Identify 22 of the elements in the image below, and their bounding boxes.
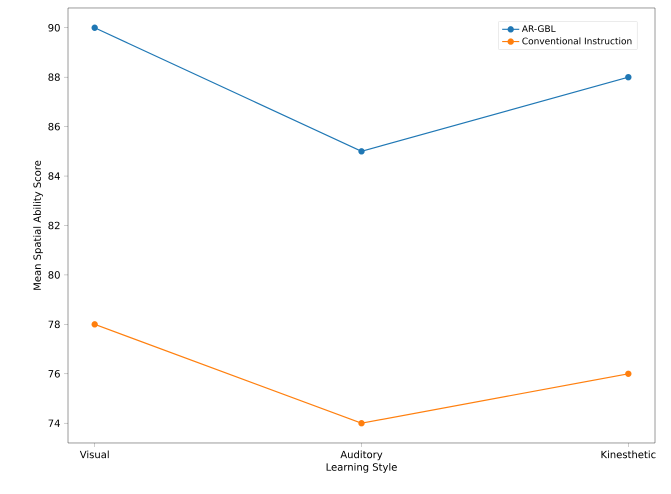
y-tick-label: 74 xyxy=(48,420,60,427)
point xyxy=(91,24,98,31)
y-tick-label: 88 xyxy=(48,73,60,81)
legend-label: Conventional Instruction xyxy=(522,37,632,44)
y-tick-label: 82 xyxy=(48,222,60,230)
y-tick-label: 86 xyxy=(48,122,60,130)
point xyxy=(625,370,632,377)
y-tick-label: 78 xyxy=(48,320,60,328)
legend-label: AR-GBL xyxy=(522,25,556,32)
y-tick-label: 90 xyxy=(48,24,60,32)
point xyxy=(91,321,98,328)
point xyxy=(358,420,365,426)
y-tick-label: 84 xyxy=(48,172,60,180)
x-tick-label: Auditory xyxy=(340,450,382,460)
y-tick-label: 80 xyxy=(48,271,60,279)
y-axis-title: Mean Spatial Ability Score xyxy=(33,160,43,290)
x-tick-label: Kinesthetic xyxy=(601,450,656,458)
x-axis-title: Learning Style xyxy=(326,463,397,473)
x-tick-label: Visual xyxy=(80,450,109,458)
point xyxy=(358,148,365,155)
point xyxy=(625,74,632,80)
y-tick-label: 76 xyxy=(48,370,60,378)
